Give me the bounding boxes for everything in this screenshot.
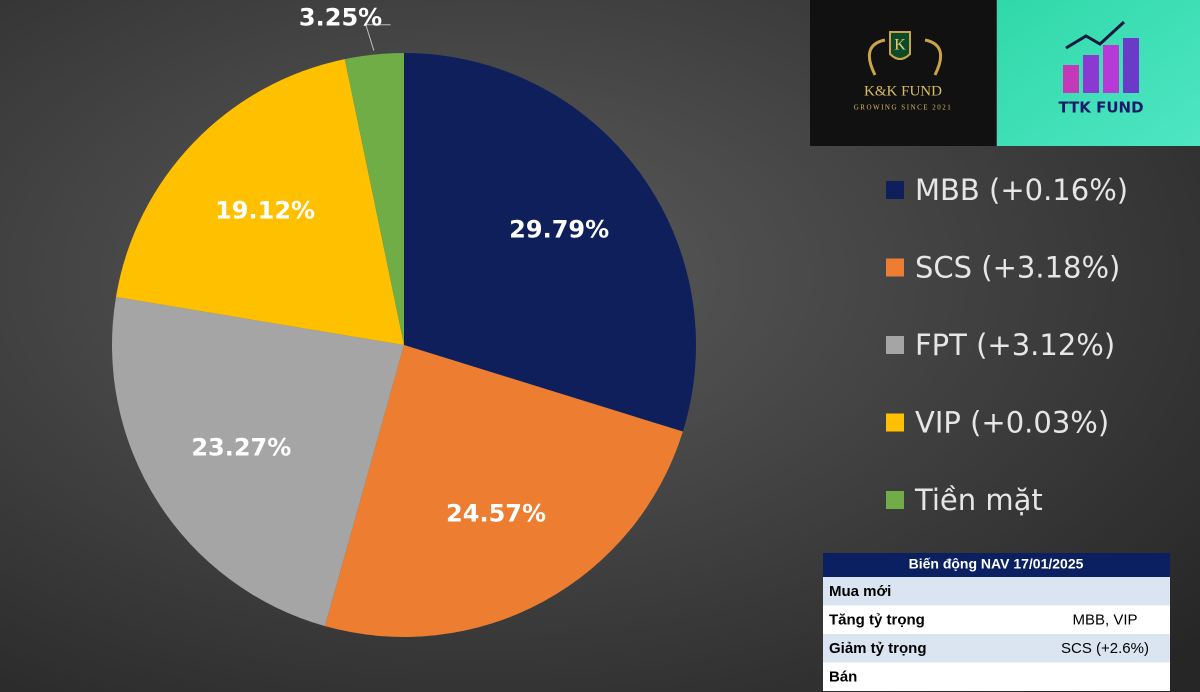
legend-swatch (886, 336, 904, 354)
legend-swatch (886, 181, 904, 199)
pie-slice (111, 296, 404, 627)
table-value: MBB, VIP (1072, 611, 1137, 628)
table-label: Bán (829, 668, 857, 685)
table-label: Tăng tỷ trọng (829, 611, 925, 628)
table-row (823, 577, 1170, 606)
table-row (823, 634, 1170, 663)
data-label: 24.57% (446, 499, 546, 527)
kk-logo-box (810, 0, 996, 146)
data-label: 3.25% (299, 4, 382, 32)
legend-swatch (886, 258, 904, 277)
table-header (823, 553, 1170, 577)
legend-label: VIP (+0.03%) (915, 406, 1109, 440)
table-row (823, 605, 1170, 634)
legend-swatch (886, 491, 904, 509)
table-title: Biến động NAV 17/01/2025 (909, 556, 1084, 572)
table-label: Giảm tỷ trọng (829, 640, 927, 657)
table-value: SCS (+2.6%) (1061, 640, 1149, 657)
kk-name: K&K FUND (864, 83, 942, 99)
pie-slice (344, 53, 404, 345)
kk-tagline: GROWING SINCE 2021 (854, 104, 953, 112)
pie-slice (325, 345, 683, 637)
legend-label: Tiền mặt (914, 483, 1043, 517)
pie: 29.79% 24.57% 23.27% 19.12% 3.25% (111, 4, 696, 637)
legend-swatch (886, 413, 904, 432)
legend-label: SCS (+3.18%) (915, 251, 1120, 285)
ttk-icon (1063, 20, 1139, 93)
table-row (823, 662, 1170, 691)
legend-label: FPT (+3.12%) (915, 328, 1115, 362)
data-label: 23.27% (191, 433, 291, 461)
nav-table: Biến động NAV 17/01/2025 Mua mới Tăng tỷ … (823, 553, 1170, 691)
legend-label: MBB (+0.16%) (915, 173, 1128, 207)
legend: MBB (+0.16%) SCS (+3.18%) FPT (+3.12%) VIP … (886, 173, 1128, 517)
pie-slice (115, 59, 405, 345)
kk-laurel (867, 38, 943, 76)
leader-line (365, 24, 391, 51)
kk-shield (889, 31, 911, 60)
ttk-name: TTK FUND (1058, 99, 1143, 117)
pie-slice (404, 53, 696, 432)
data-label: 29.79% (509, 216, 609, 244)
kk-initial: K (894, 37, 906, 54)
table-label: Mua mới (829, 583, 891, 600)
data-label: 19.12% (215, 196, 315, 224)
